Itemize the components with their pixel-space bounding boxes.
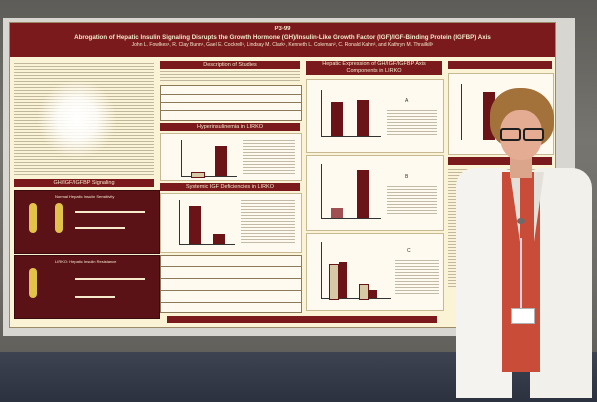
section-hyperinsulinemia-heading: Hyperinsulinemia in LIRKO bbox=[160, 123, 300, 131]
bar-lirko bbox=[369, 290, 377, 298]
receptor-shape-1 bbox=[29, 203, 37, 233]
poster-id: P3-99 bbox=[274, 26, 291, 32]
igf-table bbox=[160, 255, 302, 313]
figure-legend-text bbox=[395, 260, 439, 294]
lapel-left bbox=[500, 172, 520, 242]
description-text bbox=[160, 71, 300, 83]
lapel-right bbox=[534, 172, 554, 242]
lanyard bbox=[520, 238, 522, 308]
figure-legend-text bbox=[387, 110, 437, 136]
figure-letter-c: C bbox=[407, 248, 411, 254]
hepatic-figure-b: B bbox=[306, 155, 444, 231]
chart-axis-y bbox=[179, 200, 180, 244]
figure-letter-a: A bbox=[405, 98, 409, 104]
necklace bbox=[517, 218, 525, 224]
poster-authors: John L. Fowlkes¹, R. Clay Bunn¹, Gael E.… bbox=[131, 42, 434, 48]
lens-right bbox=[523, 128, 544, 141]
chart-axis-x bbox=[321, 298, 391, 299]
table-rule bbox=[161, 302, 301, 303]
figure-legend-text bbox=[387, 186, 437, 216]
chart-axis-x bbox=[181, 176, 237, 177]
table-rule bbox=[161, 266, 301, 267]
section-deficiencies-heading: Systemic IGF Deficiencies in LIRKO bbox=[160, 183, 300, 191]
bar-lirko bbox=[357, 170, 369, 218]
section-signaling-heading: GH/IGF/IGFBP Signaling bbox=[14, 179, 154, 187]
bar-control bbox=[331, 208, 343, 218]
signaling-diagram-lirko: LIRKO: Hepatic Insulin Resistance bbox=[14, 255, 160, 319]
figure-legend-text bbox=[243, 140, 295, 176]
bar-lirko bbox=[213, 234, 225, 244]
signaling-diagram-normal: Normal Hepatic Insulin Sensitivity bbox=[14, 190, 160, 254]
hepatic-figure-c: C bbox=[306, 233, 444, 311]
bar-control bbox=[359, 284, 369, 300]
section-summary-heading bbox=[448, 157, 552, 165]
bar-lirko bbox=[357, 100, 369, 136]
camera-flash-glare bbox=[38, 78, 116, 160]
section-description-heading: Description of Studies bbox=[160, 61, 300, 69]
section-hepatic-heading: Hepatic Expression of GH/IGF/IGFBP Axis … bbox=[306, 61, 442, 75]
table-rule bbox=[161, 290, 301, 291]
chart-axis-x bbox=[321, 136, 381, 137]
pathway-normal-label: Normal Hepatic Insulin Sensitivity bbox=[55, 194, 115, 199]
chart-axis-y bbox=[321, 90, 322, 136]
bar-lirko bbox=[215, 146, 227, 176]
chart-axis-x bbox=[179, 244, 235, 245]
section-conclusion-heading bbox=[448, 61, 552, 69]
neck bbox=[510, 156, 532, 178]
chart-axis-y bbox=[321, 242, 322, 298]
igf-deficiency-figure bbox=[160, 193, 302, 253]
face bbox=[500, 110, 542, 160]
figure-letter-b: B bbox=[405, 174, 409, 180]
chart-axis-y bbox=[321, 164, 322, 218]
name-badge bbox=[511, 308, 535, 324]
pathway-arrow-2 bbox=[75, 227, 125, 229]
bar-control bbox=[191, 172, 205, 178]
chart-axis-y bbox=[461, 84, 462, 140]
chart-axis-x bbox=[321, 218, 381, 219]
receptor-shape-3 bbox=[29, 268, 37, 298]
pathway-arrow-1 bbox=[75, 211, 145, 213]
receptor-shape-2 bbox=[55, 203, 63, 233]
poster-footer bbox=[167, 316, 437, 323]
glasses-icon bbox=[498, 128, 544, 141]
figure-legend-text bbox=[241, 200, 295, 244]
table-rule bbox=[161, 278, 301, 279]
hepatic-figure-a: A bbox=[306, 79, 444, 153]
lens-left bbox=[500, 128, 521, 141]
chart-axis-y bbox=[181, 140, 182, 176]
bar-control bbox=[329, 264, 339, 300]
poster-title: Abrogation of Hepatic Insulin Signaling … bbox=[74, 34, 491, 41]
hyperinsulinemia-figure bbox=[160, 133, 302, 181]
bar-control bbox=[189, 206, 201, 244]
table-rule bbox=[161, 110, 301, 111]
study-table bbox=[160, 85, 302, 121]
presenter bbox=[440, 88, 597, 402]
poster-title-bar: P3-99 Abrogation of Hepatic Insulin Sign… bbox=[10, 23, 555, 57]
pathway-arrow-3 bbox=[75, 278, 145, 280]
bar-control bbox=[331, 102, 343, 136]
table-rule bbox=[161, 102, 301, 103]
bar-lirko bbox=[339, 262, 347, 298]
pathway-lirko-label: LIRKO: Hepatic Insulin Resistance bbox=[55, 259, 117, 264]
pathway-arrow-4 bbox=[75, 296, 115, 298]
table-rule bbox=[161, 94, 301, 95]
